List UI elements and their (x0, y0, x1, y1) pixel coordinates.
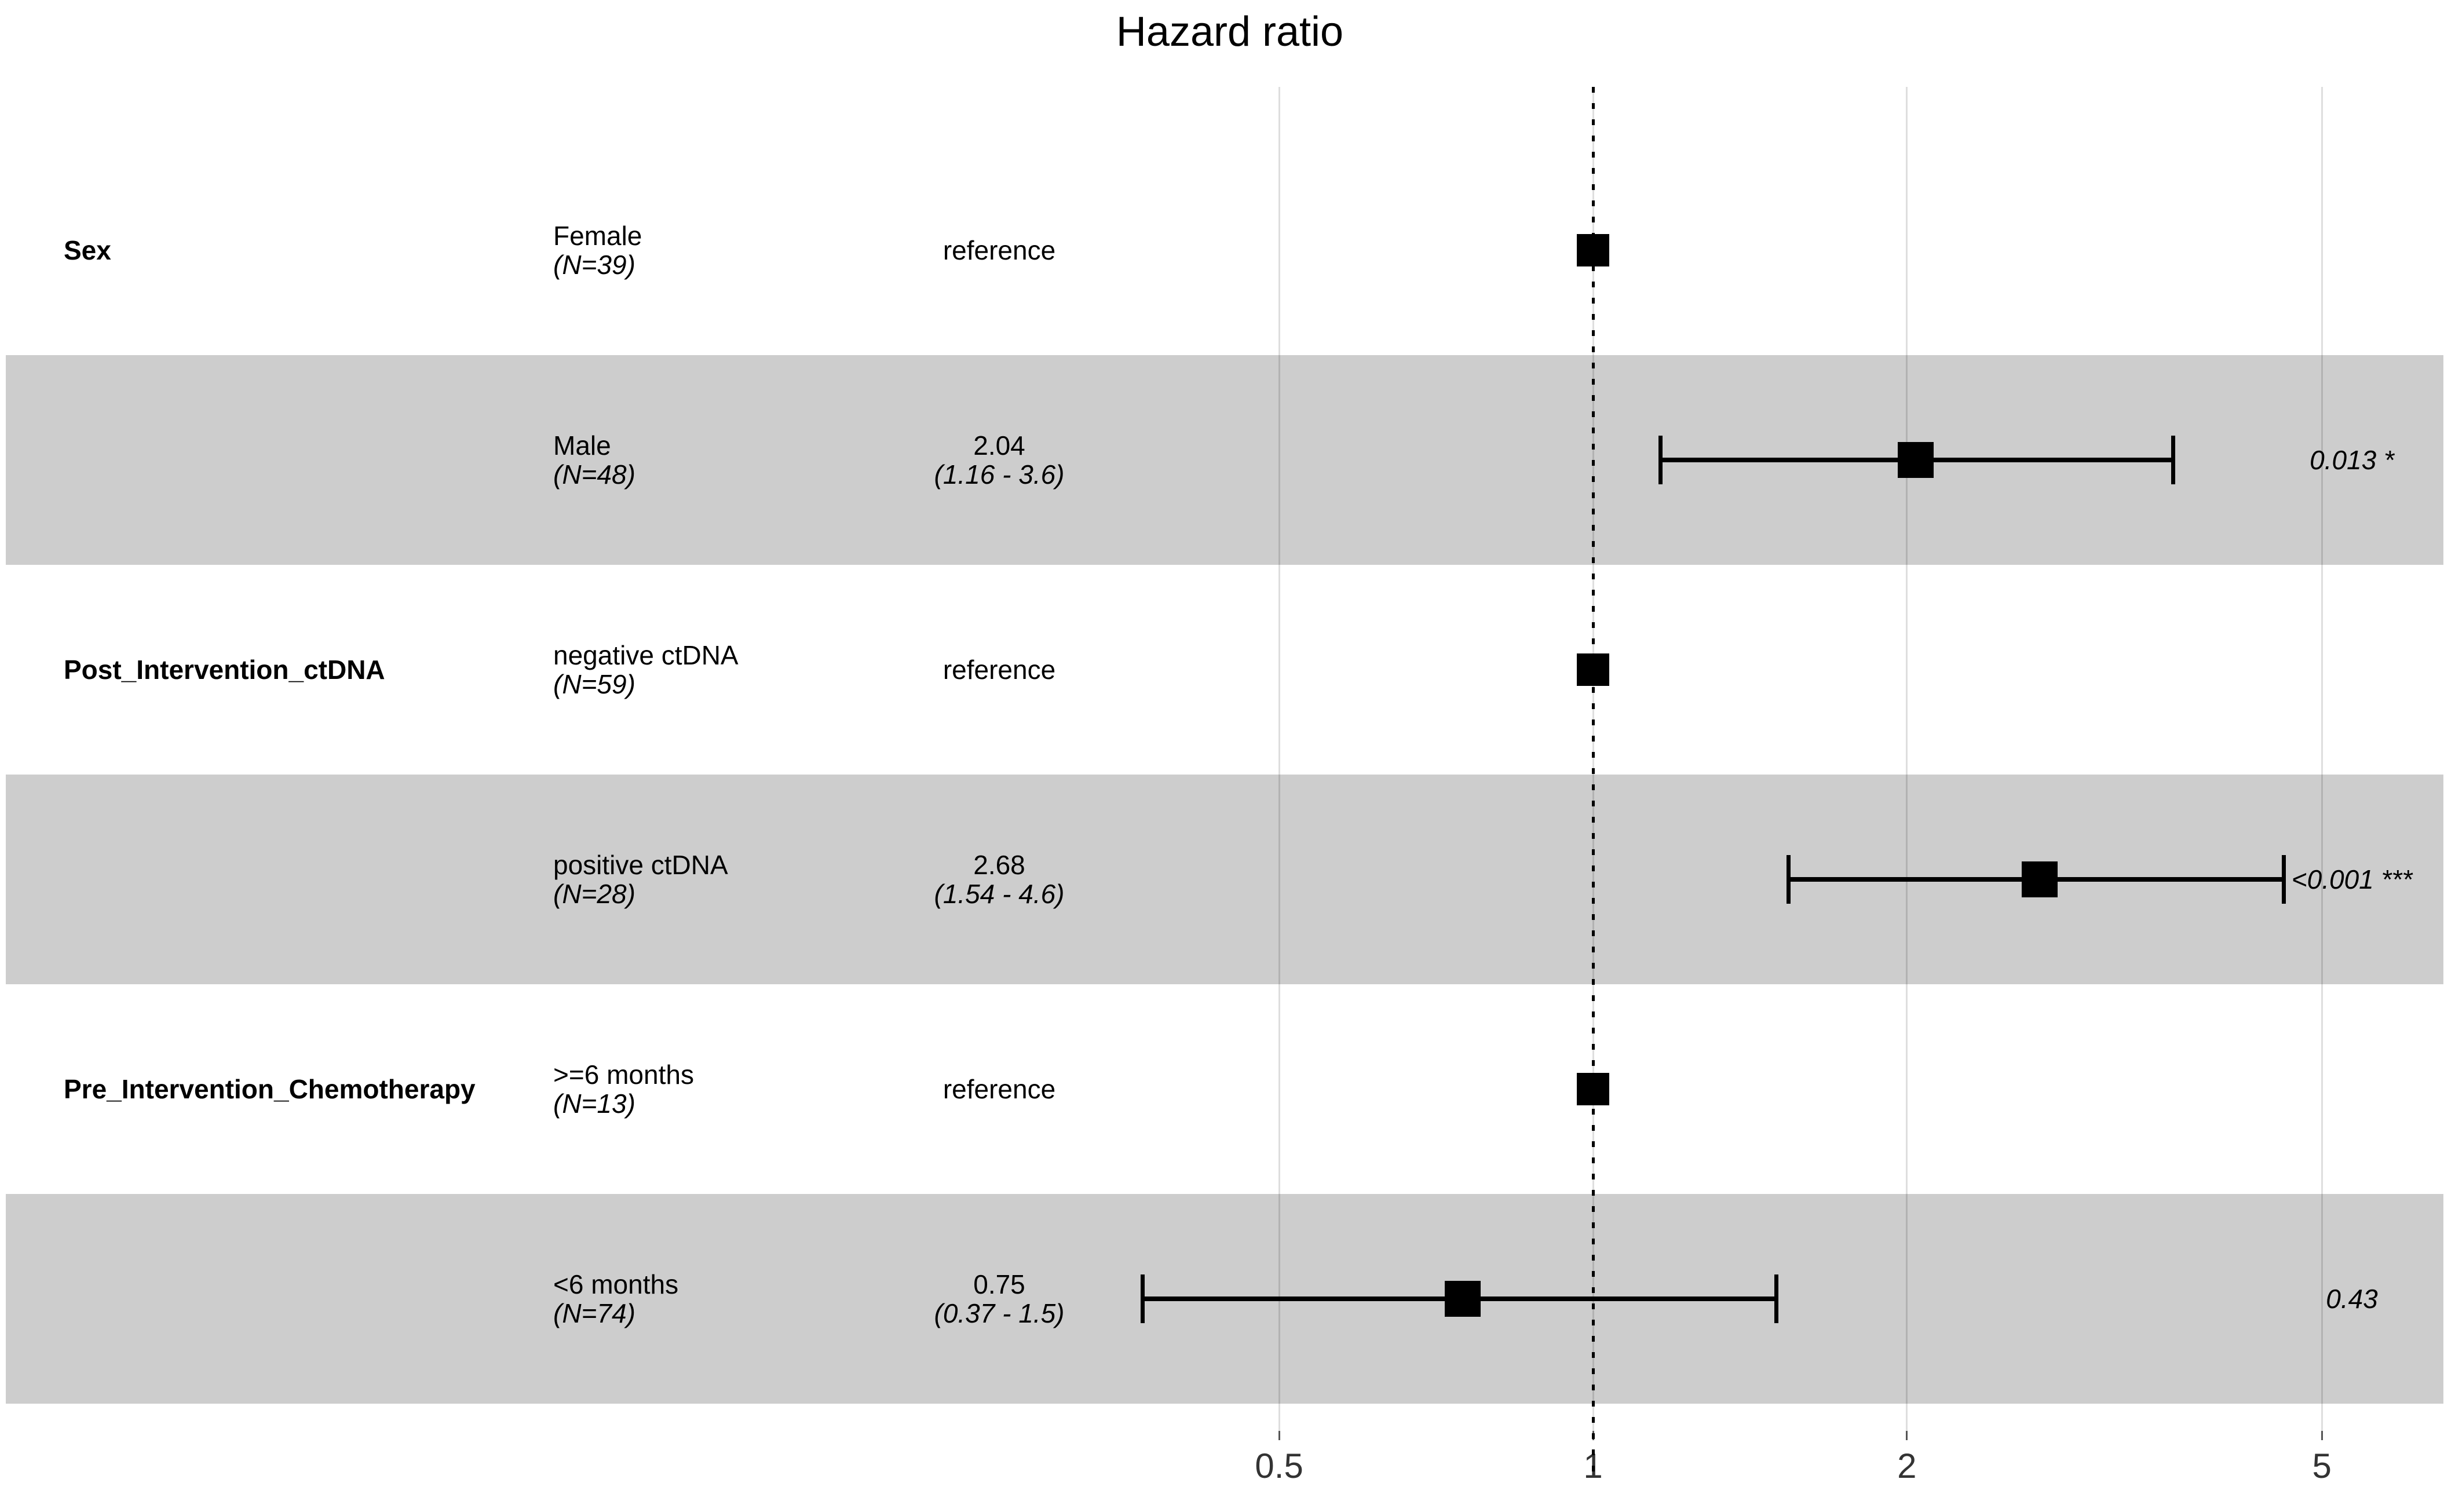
x-tick-mark (1278, 1431, 1280, 1440)
row-estimate: 0.75 (0.37 - 1.5) (820, 1270, 1179, 1328)
estimate-ci: (0.37 - 1.5) (934, 1298, 1065, 1328)
hr-point-marker (1577, 234, 1609, 266)
row-estimate: reference (820, 236, 1179, 265)
row-p-value: 0.43 (2326, 1284, 2378, 1314)
estimate-value: reference (942, 655, 1056, 685)
table-row: Sex Female (N=39) reference (0, 145, 2455, 355)
level-name: >=6 months (553, 1060, 694, 1090)
estimate-ci: (1.16 - 3.6) (934, 459, 1065, 490)
row-level-label: positive ctDNA (N=28) (553, 850, 728, 908)
row-level-label: <6 months (N=74) (553, 1270, 678, 1328)
x-gridline (1278, 87, 1280, 1431)
hr-point-marker (1577, 653, 1609, 686)
estimate-value: reference (942, 235, 1056, 265)
ci-cap-low (1141, 1274, 1145, 1323)
level-n: (N=74) (553, 1298, 635, 1328)
x-tick-mark (2321, 1431, 2323, 1440)
ci-cap-low (1658, 436, 1663, 484)
row-level-label: negative ctDNA (N=59) (553, 641, 739, 699)
row-estimate: 2.68 (1.54 - 4.6) (820, 850, 1179, 908)
row-level-label: Female (N=39) (553, 221, 642, 279)
ci-cap-high (1774, 1274, 1779, 1323)
x-tick-label: 0.5 (1255, 1447, 1303, 1485)
row-estimate: reference (820, 1075, 1179, 1104)
estimate-value: 2.04 (973, 430, 1025, 461)
level-name: negative ctDNA (553, 640, 739, 670)
x-tick-label: 2 (1897, 1447, 1917, 1485)
table-row: Male (N=48) 2.04 (1.16 - 3.6) 0.013 * (0, 355, 2455, 565)
x-tick-label: 5 (2312, 1447, 2332, 1485)
reference-line-hr-1 (1591, 87, 1595, 1476)
hr-point-marker (1898, 442, 1934, 478)
ci-cap-high (2171, 436, 2175, 484)
row-term-label: Post_Intervention_ctDNA (64, 655, 385, 685)
chart-title: Hazard ratio (1116, 9, 1344, 55)
hr-point-marker (2021, 861, 2058, 897)
level-n: (N=28) (553, 879, 635, 909)
ci-cap-low (1787, 855, 1791, 904)
level-n: (N=13) (553, 1089, 635, 1119)
x-gridline (2321, 87, 2323, 1431)
table-row: Pre_Intervention_Chemotherapy >=6 months… (0, 984, 2455, 1194)
level-name: <6 months (553, 1269, 679, 1299)
row-p-value: <0.001 *** (2291, 864, 2413, 894)
row-level-label: Male (N=48) (553, 431, 635, 489)
x-tick-mark (1906, 1431, 1908, 1440)
row-term-label: Sex (64, 235, 111, 265)
ci-cap-high (2282, 855, 2286, 904)
level-name: Female (553, 221, 642, 251)
estimate-ci: (1.54 - 4.6) (934, 879, 1065, 909)
row-level-label: >=6 months (N=13) (553, 1060, 694, 1118)
row-estimate: reference (820, 655, 1179, 684)
table-row: positive ctDNA (N=28) 2.68 (1.54 - 4.6) … (0, 775, 2455, 984)
row-p-value: 0.013 * (2310, 445, 2394, 475)
level-name: positive ctDNA (553, 850, 728, 880)
row-term-label: Pre_Intervention_Chemotherapy (64, 1074, 476, 1104)
table-row: <6 months (N=74) 0.75 (0.37 - 1.5) 0.43 (0, 1194, 2455, 1404)
estimate-value: 2.68 (973, 850, 1025, 880)
level-n: (N=48) (553, 459, 635, 490)
level-name: Male (553, 430, 611, 461)
estimate-value: reference (942, 1074, 1056, 1104)
table-row: Post_Intervention_ctDNA negative ctDNA (… (0, 565, 2455, 775)
x-gridline (1906, 87, 1908, 1431)
row-estimate: 2.04 (1.16 - 3.6) (820, 431, 1179, 489)
hr-point-marker (1577, 1073, 1609, 1105)
level-n: (N=39) (553, 250, 635, 280)
hr-point-marker (1445, 1281, 1481, 1317)
estimate-value: 0.75 (973, 1269, 1025, 1299)
level-n: (N=59) (553, 669, 635, 699)
